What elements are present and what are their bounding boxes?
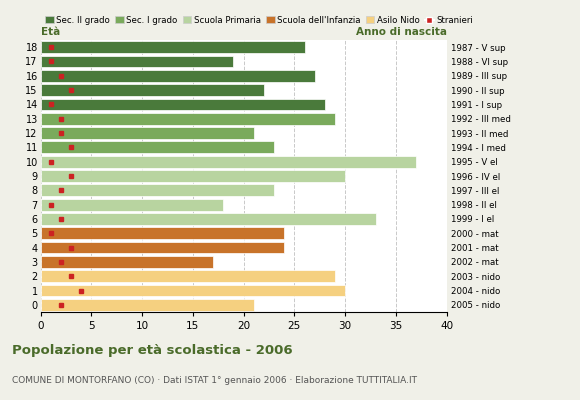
Bar — [41, 299, 254, 311]
Bar — [41, 70, 315, 82]
Text: Età: Età — [41, 27, 60, 37]
Legend: Sec. II grado, Sec. I grado, Scuola Primaria, Scuola dell'Infanzia, Asilo Nido, : Sec. II grado, Sec. I grado, Scuola Prim… — [45, 16, 473, 25]
Bar — [41, 199, 223, 210]
Bar — [41, 41, 305, 53]
Bar — [41, 56, 233, 67]
Bar — [41, 270, 335, 282]
Bar — [41, 170, 345, 182]
Bar — [41, 184, 274, 196]
Text: COMUNE DI MONTORFANO (CO) · Dati ISTAT 1° gennaio 2006 · Elaborazione TUTTITALIA: COMUNE DI MONTORFANO (CO) · Dati ISTAT 1… — [12, 376, 416, 385]
Bar — [41, 127, 254, 139]
Bar — [41, 285, 345, 296]
Text: Popolazione per età scolastica - 2006: Popolazione per età scolastica - 2006 — [12, 344, 292, 357]
Bar — [41, 142, 274, 153]
Bar — [41, 256, 213, 268]
Bar — [41, 113, 335, 125]
Bar — [41, 98, 325, 110]
Bar — [41, 84, 264, 96]
Bar — [41, 227, 284, 239]
Text: Anno di nascita: Anno di nascita — [356, 27, 447, 37]
Bar — [41, 242, 284, 254]
Bar — [41, 213, 376, 225]
Bar — [41, 156, 416, 168]
